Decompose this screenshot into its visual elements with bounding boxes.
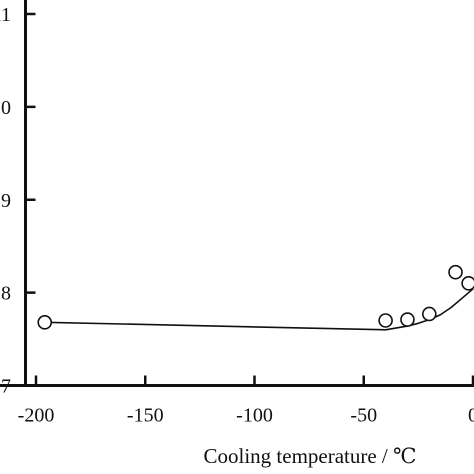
data-point [400,312,415,327]
x-tick-label: -200 [18,405,55,427]
plot-area: -200 -150 -100 -50 0 7 8 9 10 11 [0,0,474,427]
data-point [448,264,463,280]
data-point [461,276,474,291]
x-tick-label: -150 [127,405,164,427]
y-tick-label: 11 [0,4,11,26]
data-point [421,306,437,322]
series-points [37,264,474,330]
x-tick-label: 0 [468,405,474,427]
x-axis-title: Cooling temperature / ℃ [203,444,416,468]
trend-line [44,288,474,331]
data-point [378,313,393,328]
y-ticks: 7 8 9 10 11 [0,4,36,398]
x-tick-label: -100 [236,405,273,427]
y-tick-label: 8 [1,283,11,305]
x-tick-label: -50 [350,405,377,427]
y-tick-label: 9 [1,190,11,212]
x-ticks: -200 -150 -100 -50 0 [18,375,474,427]
y-tick-label: 10 [0,97,11,119]
y-tick-label: 7 [1,376,11,398]
data-point [37,315,53,330]
series-lines [44,288,474,331]
